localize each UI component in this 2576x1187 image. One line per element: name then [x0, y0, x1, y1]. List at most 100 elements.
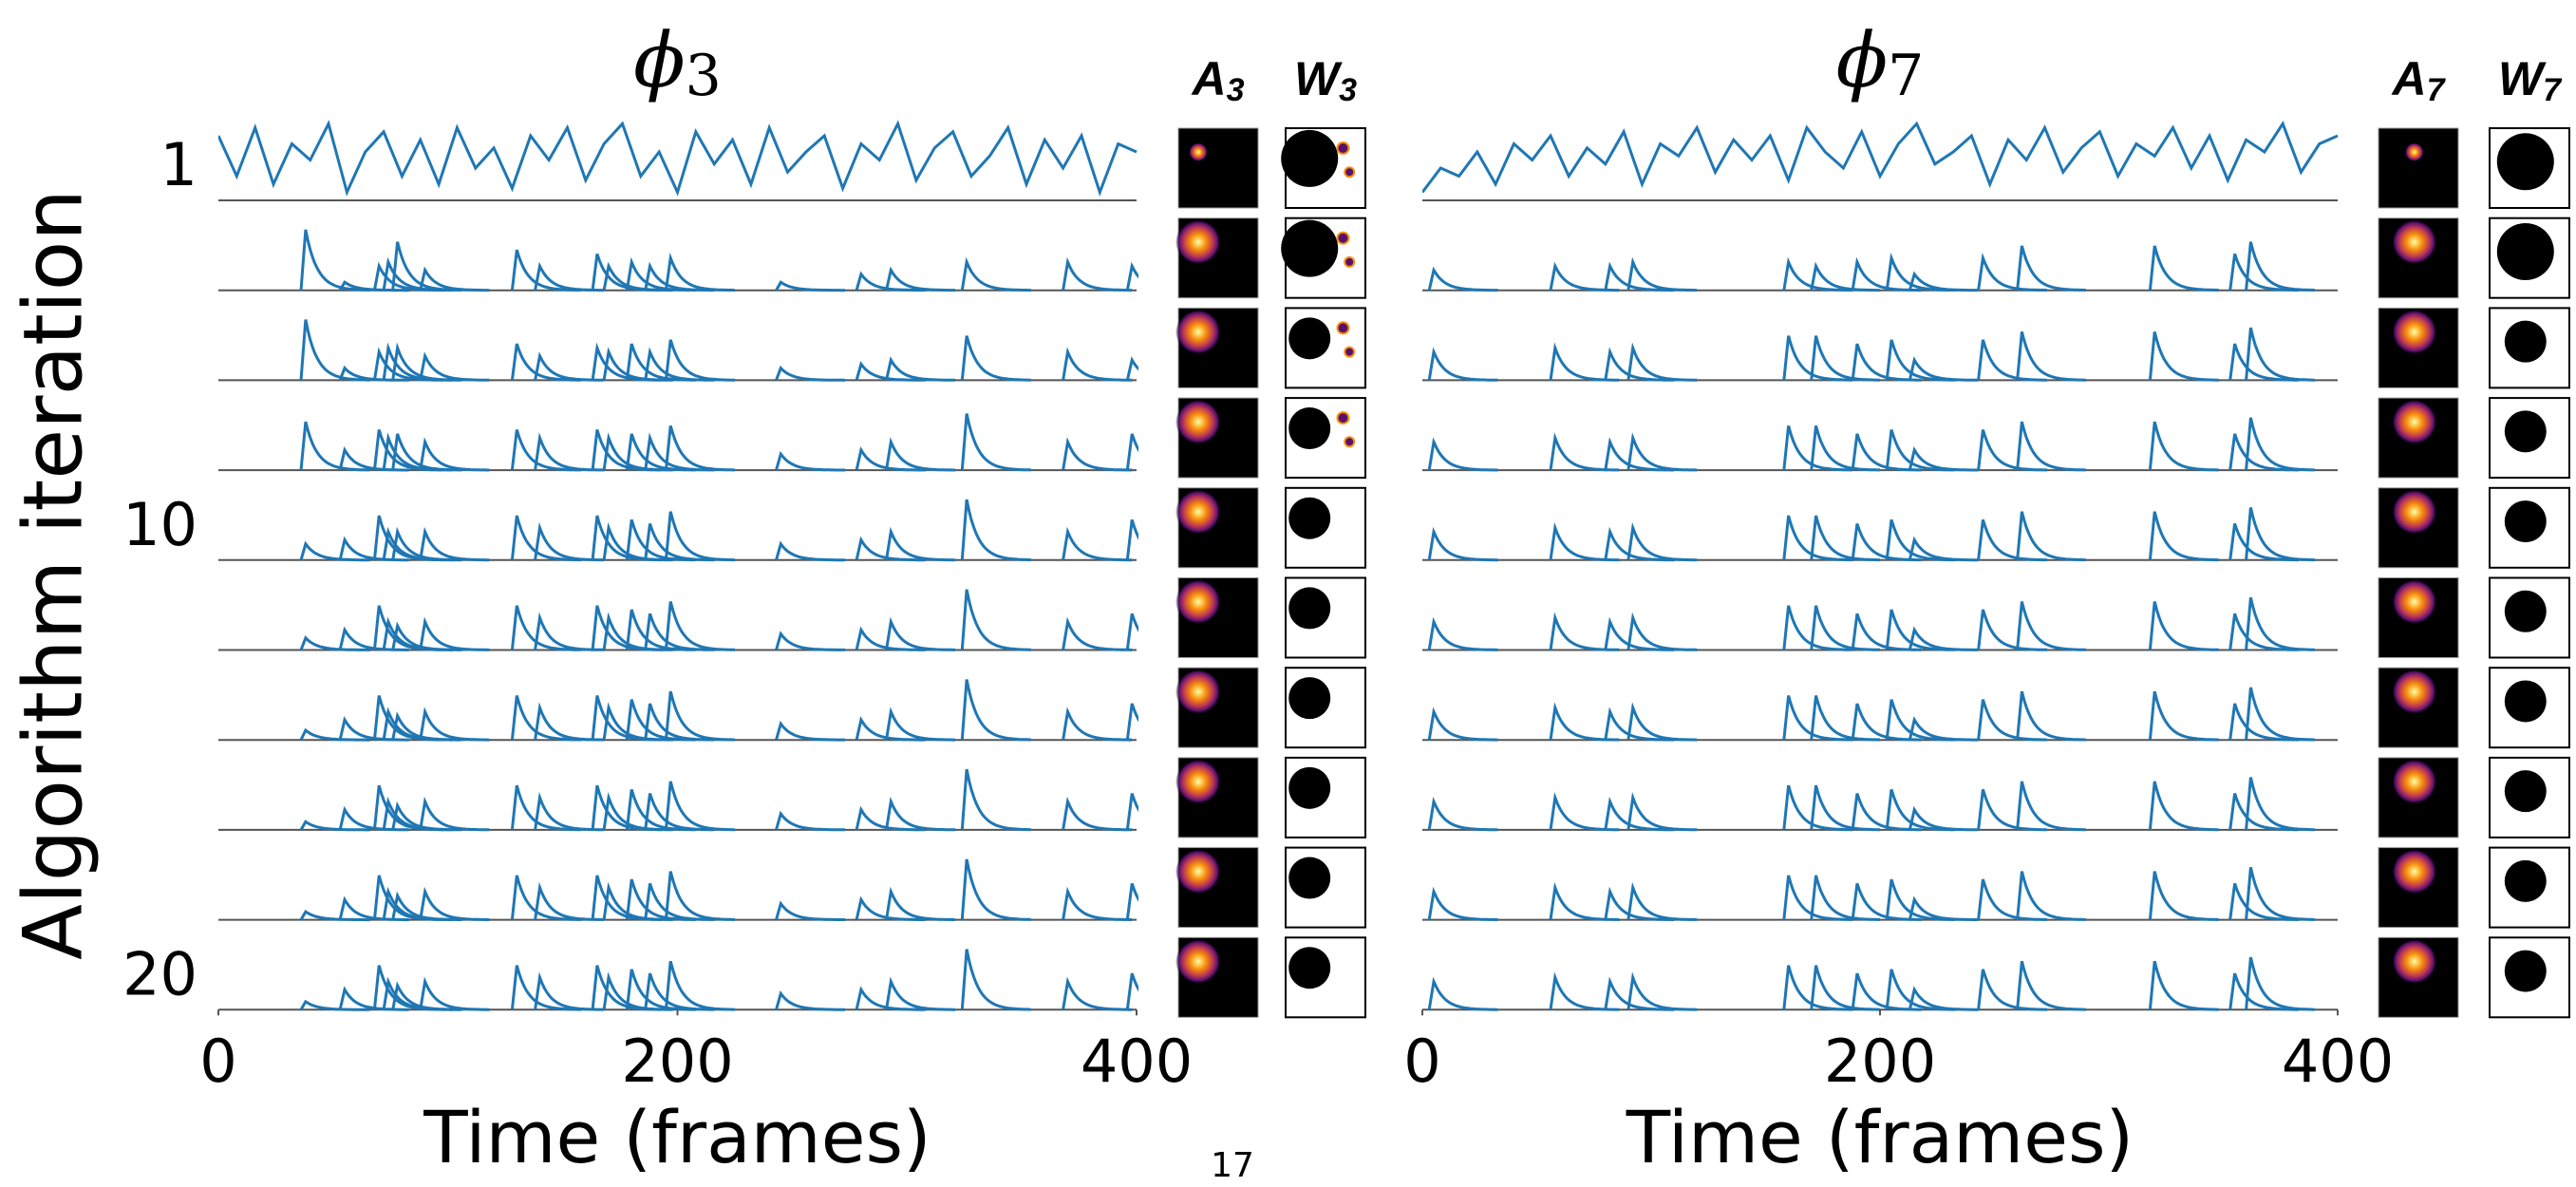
image-title: A3: [1190, 52, 1244, 108]
footprint-blob: [2391, 309, 2437, 355]
spike: [885, 886, 955, 921]
spike: [510, 965, 581, 1011]
spike: [391, 342, 462, 382]
spike: [1977, 788, 2047, 832]
spike: [299, 727, 370, 742]
spike: [664, 781, 735, 832]
footprint-blob: [2391, 938, 2437, 985]
spike: [644, 882, 715, 921]
spike: [2016, 331, 2086, 382]
spike: [299, 820, 370, 832]
spike: [1626, 702, 1698, 742]
spike: [855, 895, 926, 921]
spike: [1062, 526, 1133, 562]
spike: [1782, 515, 1853, 562]
image-title-letter: W: [1294, 52, 1343, 105]
spike: [1604, 886, 1675, 921]
spike: [2016, 781, 2086, 832]
spike: [1782, 695, 1853, 742]
image-title: A7: [2390, 52, 2446, 108]
spike: [1977, 609, 2047, 651]
spike: [299, 910, 370, 922]
spike: [602, 261, 673, 292]
spike: [1549, 432, 1620, 472]
footprint-blob: [2391, 669, 2437, 715]
spike: [1626, 256, 1698, 292]
spike: [2245, 417, 2315, 472]
spike: [644, 972, 715, 1011]
spike: [1604, 526, 1675, 562]
spike: [419, 796, 490, 832]
y-axis-label: Algorithm iteration: [6, 189, 101, 960]
spike: [1782, 335, 1853, 382]
spike: [2016, 245, 2086, 292]
spike: [510, 695, 581, 742]
spike: [2245, 507, 2315, 562]
spike: [2148, 781, 2219, 832]
spike: [664, 339, 735, 382]
spike: [1427, 616, 1498, 651]
weight-blob: [2504, 500, 2547, 543]
footprint-blob: [1175, 399, 1221, 445]
spike: [1062, 616, 1133, 651]
spike: [1810, 695, 1880, 742]
spike: [644, 432, 715, 472]
image-title: W3: [1294, 52, 1357, 108]
spike: [602, 521, 673, 562]
spike: [2148, 421, 2219, 472]
spike: [885, 266, 955, 292]
spike: [602, 432, 673, 472]
spike: [1549, 342, 1620, 382]
spike: [960, 768, 1031, 832]
spike: [1549, 791, 1620, 832]
trace-line: [1422, 120, 2339, 194]
panel-title: ϕ7: [1836, 16, 1925, 109]
spike: [2148, 245, 2219, 292]
image-title-letter: A: [1190, 52, 1226, 105]
spike: [2148, 511, 2219, 562]
spike: [855, 361, 926, 382]
spike: [664, 424, 735, 472]
row-label: 10: [122, 490, 197, 559]
spike: [1427, 347, 1498, 382]
spike: [1549, 521, 1620, 562]
spike: [299, 999, 370, 1011]
spike: [2245, 687, 2315, 742]
footprint-blob: [1175, 848, 1221, 895]
footprint-blob: [1175, 489, 1221, 535]
spike: [885, 437, 955, 472]
spike: [664, 252, 735, 292]
spike: [1977, 339, 2047, 382]
spike: [419, 616, 490, 651]
spike: [664, 690, 735, 742]
spike: [1977, 969, 2047, 1011]
x-axis-label: Time (frames): [1626, 1095, 2134, 1179]
spike: [855, 805, 926, 832]
spike: [1604, 261, 1675, 292]
spike: [419, 526, 490, 562]
x-tick-label: 200: [621, 1027, 733, 1096]
spike: [1626, 612, 1698, 651]
weight-blob: [2504, 770, 2547, 813]
spike: [1549, 612, 1620, 651]
spike: [2016, 421, 2086, 472]
spike: [2228, 343, 2300, 382]
footprint-blob: [1175, 938, 1221, 985]
spike: [1427, 707, 1498, 742]
spike: [1427, 526, 1498, 562]
spike: [960, 679, 1031, 742]
spike: [1427, 886, 1498, 921]
footprint-blob: [2391, 218, 2437, 265]
spike: [1908, 716, 1979, 742]
spike: [1908, 626, 1979, 651]
spike: [855, 626, 926, 651]
spike: [2228, 523, 2300, 562]
spike: [775, 540, 845, 562]
spike: [885, 707, 955, 742]
spike: [960, 256, 1031, 292]
weight-blob: [2504, 590, 2547, 632]
spike: [664, 871, 735, 921]
x-tick-label: 400: [1081, 1027, 1193, 1096]
spike: [1810, 335, 1880, 382]
spike: [299, 421, 370, 472]
